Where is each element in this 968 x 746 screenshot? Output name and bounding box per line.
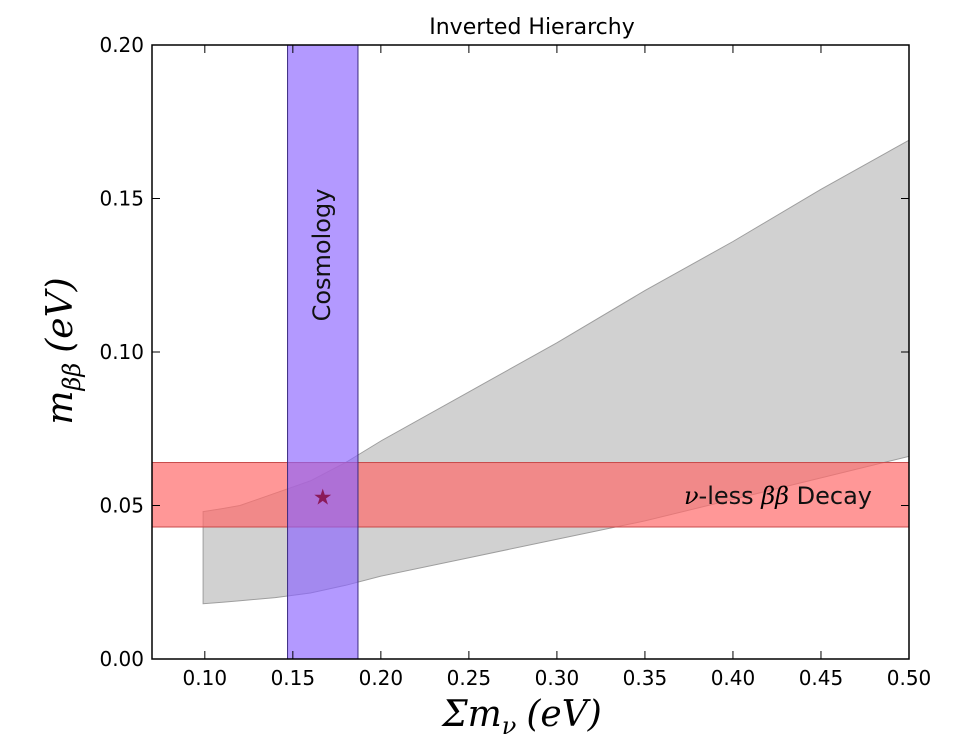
x-axis-label-sub: ν — [502, 712, 517, 740]
chart-title: Inverted Hierarchy — [429, 15, 635, 40]
x-tick-label: 0.25 — [447, 666, 492, 690]
best-fit-star-marker: ★ — [313, 485, 333, 510]
x-axis-label-symbol: Σm — [440, 694, 502, 735]
y-tick-label: 0.20 — [99, 33, 144, 57]
x-tick-label: 0.35 — [623, 666, 668, 690]
decay-label-decay: Decay — [789, 482, 872, 510]
x-axis-label: Σmν (eV) — [440, 694, 602, 740]
y-axis-label-unit: (eV) — [40, 277, 81, 352]
y-axis-label: mββ (eV) — [40, 277, 86, 424]
y-axis-label-symbol: m — [40, 391, 81, 425]
y-tick-label: 0.15 — [99, 187, 144, 211]
x-axis-label-unit: (eV) — [526, 694, 601, 735]
y-tick-label: 0.05 — [99, 494, 144, 518]
x-tick-label: 0.45 — [799, 666, 844, 690]
y-axis-label-sub: ββ — [58, 363, 86, 392]
x-tick-label: 0.40 — [711, 666, 756, 690]
x-tick-label: 0.10 — [183, 666, 228, 690]
x-tick-label: 0.30 — [535, 666, 580, 690]
x-tick-label: 0.20 — [359, 666, 404, 690]
decay-label-less: -less — [699, 482, 762, 510]
decay-label-bb: ββ — [760, 482, 789, 510]
x-tick-label: 0.15 — [271, 666, 316, 690]
x-tick-label: 0.50 — [887, 666, 932, 690]
cosmology-label: Cosmology — [308, 189, 336, 322]
cosmology-band — [287, 44, 359, 660]
y-tick-label: 0.10 — [99, 340, 144, 364]
y-axis-ticks: 0.00 0.05 0.10 0.15 0.20 — [99, 33, 909, 671]
y-tick-label: 0.00 — [99, 647, 144, 671]
decay-label: ν-less ββ Decay — [684, 482, 872, 510]
decay-label-nu: ν — [684, 482, 699, 510]
x-axis-ticks: 0.10 0.15 0.20 0.25 0.30 0.35 0.40 0.45 0.50 — [183, 45, 932, 690]
